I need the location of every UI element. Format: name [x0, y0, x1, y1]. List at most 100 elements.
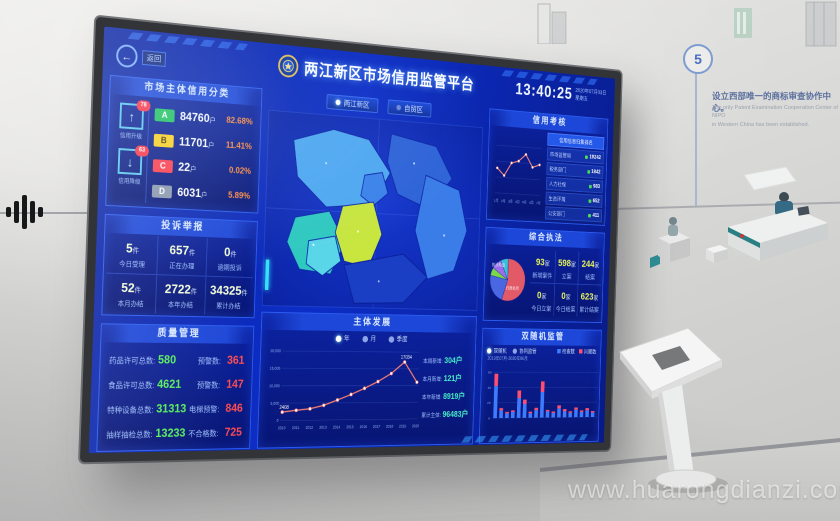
arrow-up-icon: ↑ 78: [119, 99, 151, 130]
page-title: 两江新区市场信用监管平台: [303, 60, 475, 94]
status-dot: [585, 154, 589, 159]
svg-text:2月: 2月: [501, 198, 506, 203]
district-map[interactable]: [261, 109, 484, 311]
quality-row: 药品许可总数: 580 预警数: 361: [108, 352, 245, 367]
quality-row: 食品许可总数: 4621 预警数: 147: [107, 377, 244, 391]
svg-text:5月: 5月: [522, 200, 527, 205]
statue-illustration: [650, 217, 690, 268]
radio-dot: [512, 348, 518, 354]
status-dot: [588, 213, 592, 218]
panel-development: 主体发展 年 月 季度 0 5,000 10,000 15,000 20,000 2010…: [256, 311, 477, 449]
display-screen: ← 返回 两江新区市场信用监管平台 13:40:25 2020年07月03日: [79, 16, 622, 463]
downgrade-badge: 63: [134, 145, 150, 157]
svg-text:10,000: 10,000: [269, 383, 280, 388]
svg-text:2015: 2015: [346, 424, 354, 429]
stat-cell: 93家 新增案件: [530, 249, 556, 284]
radio-dot: [335, 335, 342, 342]
svg-text:2010: 2010: [278, 425, 286, 430]
legend-swatch: [578, 349, 583, 354]
svg-text:3月: 3月: [508, 199, 513, 204]
svg-text:2017: 2017: [373, 424, 380, 429]
list-item: 公安部门 411: [544, 206, 603, 223]
watermark: www.huarongdianzi.com: [568, 476, 840, 504]
credit-upgrade[interactable]: ↑ 78 信用升级: [119, 99, 151, 141]
legend-year[interactable]: 年: [335, 334, 350, 343]
svg-text:1月: 1月: [494, 198, 499, 203]
grade-row-a: A 84760户 82.68%: [154, 105, 255, 130]
radio-dot: [362, 335, 369, 342]
dev-stat: 本周新增:304户: [422, 355, 463, 365]
map-svg: [263, 111, 483, 310]
svg-text:60: 60: [488, 371, 491, 374]
back-button[interactable]: ← 返回: [115, 43, 167, 71]
radio-dot: [486, 347, 492, 354]
stat-cell: 623家 累计结案: [576, 284, 602, 317]
credit-trend-chart: 1月 2月 3月 4月 5月 6月 7月: [494, 128, 545, 205]
svg-text:7月: 7月: [536, 200, 541, 205]
svg-text:2408: 2408: [279, 405, 289, 411]
dashboard: ← 返回 两江新区市场信用监管平台 13:40:25 2020年07月03日: [88, 26, 616, 454]
office-illustration: [706, 166, 828, 263]
panel-credit-check: 信用考核 1月 2月 3月 4月 5月 6月 7月 信用信息归集排名 市场监管局 19242 …: [485, 108, 609, 226]
legend-month[interactable]: 月: [362, 334, 376, 343]
legend-problems: 问题数: [578, 348, 597, 355]
svg-text:20,000: 20,000: [270, 348, 281, 353]
building-silhouette-icon: [537, 3, 567, 44]
panel-quality: 质量管理 药品许可总数: 580 预警数: 361 食品许可总数: 4621 预警数: 14…: [96, 323, 255, 452]
panel-title: 质量管理: [101, 324, 254, 344]
clock: 13:40:25 2020年07月03日 星期五: [515, 80, 606, 107]
dev-stat: 累计主体:96483户: [421, 409, 469, 419]
milestone-text-en: The only Patent Examination Cooperation …: [712, 104, 838, 129]
credit-downgrade[interactable]: ↓ 63 信用降级: [117, 145, 150, 186]
svg-text:4月: 4月: [515, 199, 520, 204]
milestone-en-line1: The only Patent Examination Cooperation …: [712, 105, 838, 120]
svg-text:2019: 2019: [399, 424, 407, 429]
back-label: 返回: [141, 50, 167, 67]
step-number: 5: [694, 51, 702, 67]
panel-complaints: 投诉举报 5件 今日受理 657件 正在办理 0件 逾期投诉 52件 本月办结 2722…: [101, 213, 258, 319]
upgrade-badge: 78: [136, 99, 151, 112]
status-dot: [587, 169, 590, 174]
milestone-text-cn: 设立西部唯一的商标审查协作中心。: [712, 91, 832, 113]
status-dot: [588, 198, 592, 203]
svg-text:2016: 2016: [360, 424, 368, 429]
panel-enforcement: 综合执法 行政处罚 执法检查 93家 新增案件 598家 立案 244家 结案 0家 今日…: [482, 226, 605, 324]
dev-stat: 本月新增:121户: [422, 373, 463, 383]
quality-row: 抽样抽检总数: 13233 不合格数: 725: [106, 425, 243, 441]
waveform-icon: [6, 195, 43, 229]
emblem-icon: [278, 53, 299, 77]
radio-dot: [388, 335, 395, 343]
stat-cell: 34325件 累计办结: [203, 276, 253, 316]
panel-credit-classification: 市场主体信用分类 ↑ 78 信用升级 ↓: [105, 74, 263, 214]
panel-title: 双随机监管: [482, 328, 602, 347]
timeline-line-left: [0, 212, 92, 214]
grade-row-d: D 6031户 5.89%: [151, 182, 253, 205]
legend-quarter[interactable]: 季度: [388, 334, 408, 343]
svg-text:6月: 6月: [529, 200, 534, 205]
stat-cell: 0件 逾期投诉: [205, 238, 254, 279]
grade-badge: D: [151, 184, 173, 198]
svg-text:17034: 17034: [401, 355, 412, 361]
svg-text:20: 20: [487, 402, 491, 406]
stat-cell: 598家 立案: [554, 250, 579, 285]
toggle-double-random[interactable]: 双随机: [486, 346, 507, 355]
radio-dot: [335, 99, 341, 106]
quality-row: 特种设备总数: 31313 电梯预警: 846: [107, 401, 244, 416]
list-item: 生态环境 652: [545, 191, 603, 208]
dev-stat: 本年新增:8919户: [421, 391, 466, 401]
svg-text:2011: 2011: [292, 425, 300, 430]
stat-cell: 0家 今日立案: [531, 289, 552, 313]
svg-text:5,000: 5,000: [270, 401, 279, 406]
stat-cell: 52件 本月办结: [117, 280, 144, 309]
stat-cell: 657件 正在办理: [156, 235, 207, 277]
svg-text:40: 40: [488, 386, 492, 389]
panel-random-check: 双随机监管 双随机 协同监管 检查数 问题数 2019年07月-2020年0: [478, 327, 602, 445]
toggle-cooperative[interactable]: 协同监管: [512, 347, 537, 355]
time-display: 13:40:25: [515, 79, 573, 103]
random-check-bar-chart: 0 20 40 60: [487, 371, 600, 420]
svg-text:行政处罚: 行政处罚: [506, 285, 519, 292]
grade-badge: C: [152, 158, 174, 173]
svg-text:执法检查: 执法检查: [492, 261, 506, 268]
kiosk-stand: [619, 327, 728, 493]
